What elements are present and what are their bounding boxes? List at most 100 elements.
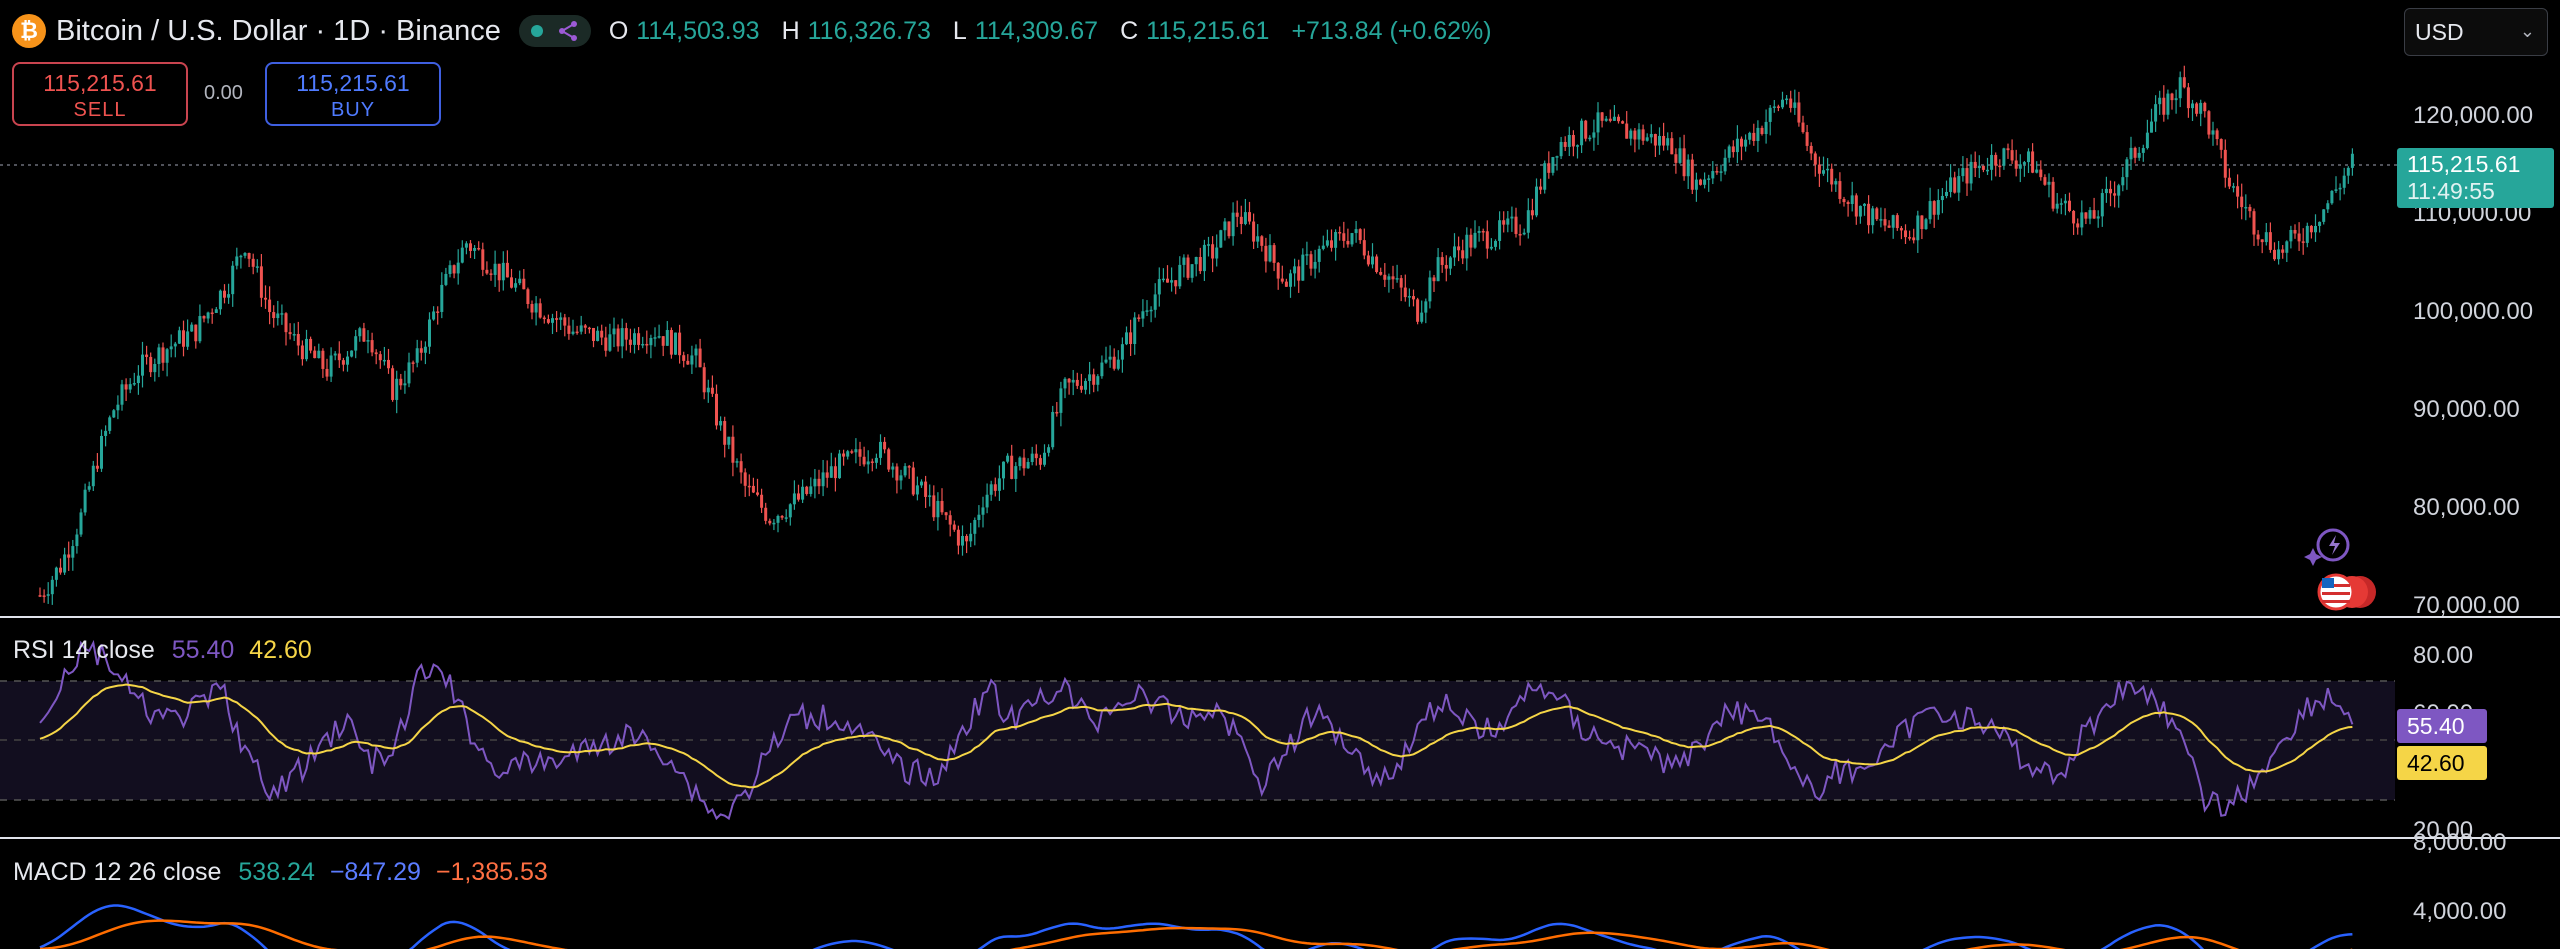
ai-sparkle-icon[interactable] [2304, 528, 2350, 566]
candle-body [510, 277, 513, 288]
candle-body [423, 346, 427, 353]
candle-body [1284, 281, 1288, 287]
candle-body [985, 494, 989, 508]
candle-body [1949, 177, 1953, 192]
sell-button[interactable]: 115,215.61 SELL [12, 62, 188, 126]
candle-body [120, 384, 124, 405]
candle-body [2129, 147, 2133, 160]
candle-body [1038, 458, 1042, 465]
macd-canvas[interactable] [0, 839, 2400, 949]
candle-body [1776, 106, 1780, 108]
candle-body [727, 436, 731, 445]
symbol-info-row: ₿ Bitcoin / U.S. Dollar · 1D · Binance O… [12, 12, 1506, 50]
candle-body [325, 368, 329, 377]
candle-body [210, 312, 214, 315]
candle-body [792, 493, 796, 505]
candle-body [1846, 202, 1850, 205]
candle-body [592, 327, 595, 342]
candle-body [1756, 127, 1760, 141]
candle-body [382, 359, 386, 362]
candle-body [1637, 129, 1641, 140]
candle-body [374, 352, 378, 355]
candle-body [1936, 200, 1940, 215]
candle-body [2002, 148, 2006, 166]
candle-body [83, 489, 87, 513]
candle-body [428, 319, 431, 347]
candle-body [452, 265, 456, 274]
candle-body [239, 255, 243, 258]
candle-body [149, 356, 153, 373]
macd-legend[interactable]: MACD 12 26 close 538.24 −847.29 −1,385.5… [13, 858, 548, 887]
candle-body [202, 316, 206, 319]
candle-body [243, 253, 247, 256]
candles-group [38, 65, 2354, 605]
candle-body [59, 567, 62, 573]
rsi-value-tag: 55.40 [2397, 709, 2487, 743]
events-flags-icon[interactable] [2317, 573, 2376, 611]
candle-body [1383, 274, 1387, 280]
candle-body [227, 294, 231, 298]
candle-body [1022, 457, 1026, 469]
candle-body [911, 467, 915, 495]
candle-body [403, 383, 407, 386]
candle-body [1965, 168, 1969, 184]
currency-select[interactable]: USD ⌄ [2404, 8, 2548, 56]
candle-body [1067, 378, 1071, 383]
candle-body [2166, 93, 2170, 115]
candle-body [1740, 138, 1743, 147]
candle-body [1990, 154, 1994, 170]
candle-body [235, 256, 239, 266]
candle-body [493, 263, 497, 275]
buy-button[interactable]: 115,215.61 BUY [265, 62, 441, 126]
candle-body [522, 278, 526, 290]
candle-body [1403, 287, 1407, 298]
candle-body [977, 514, 981, 521]
candle-body [2010, 150, 2014, 161]
candle-body [608, 334, 612, 351]
candle-body [1399, 278, 1403, 288]
market-status-pill[interactable] [518, 15, 591, 47]
candle-body [1822, 170, 1825, 174]
candle-body [1412, 296, 1415, 300]
candle-body [1719, 171, 1723, 173]
candle-body [1551, 157, 1555, 173]
candle-body [2084, 212, 2088, 219]
candle-body [1842, 198, 1846, 203]
candle-body [1432, 277, 1436, 282]
candle-body [71, 546, 75, 558]
candle-body [1317, 248, 1321, 262]
pane-separator[interactable] [0, 837, 2560, 839]
pane-separator[interactable] [0, 616, 2560, 618]
candle-body [907, 466, 911, 468]
rsi-canvas[interactable] [0, 618, 2400, 838]
candle-body [136, 375, 140, 384]
candle-body [1063, 378, 1067, 389]
low-key: L [952, 16, 967, 45]
candle-body [2068, 200, 2071, 211]
open-key: O [608, 16, 629, 45]
symbol-title[interactable]: Bitcoin / U.S. Dollar · 1D · Binance [56, 14, 501, 47]
candle-body [218, 290, 222, 310]
candle-body [2264, 232, 2268, 243]
candle-body [464, 243, 468, 248]
candle-body [563, 317, 567, 326]
candle-body [1440, 257, 1444, 265]
price-tick: 100,000.00 [2413, 298, 2534, 325]
candle-body [2232, 186, 2235, 188]
candle-body [969, 533, 973, 542]
candle-body [177, 330, 181, 344]
open-value: 114,503.93 [636, 16, 760, 45]
price-chart-canvas[interactable] [0, 0, 2400, 616]
candle-body [805, 486, 809, 494]
candle-body [1924, 219, 1928, 230]
candle-body [1166, 278, 1169, 283]
candle-body [981, 507, 985, 515]
candle-body [1112, 356, 1116, 369]
candle-body [772, 522, 776, 525]
candle-body [2027, 151, 2030, 163]
candle-body [1731, 146, 1735, 153]
candle-body [694, 348, 698, 356]
candle-body [370, 340, 374, 353]
candle-body [1350, 233, 1354, 245]
rsi-legend[interactable]: RSI 14 close 55.40 42.60 [13, 636, 312, 665]
